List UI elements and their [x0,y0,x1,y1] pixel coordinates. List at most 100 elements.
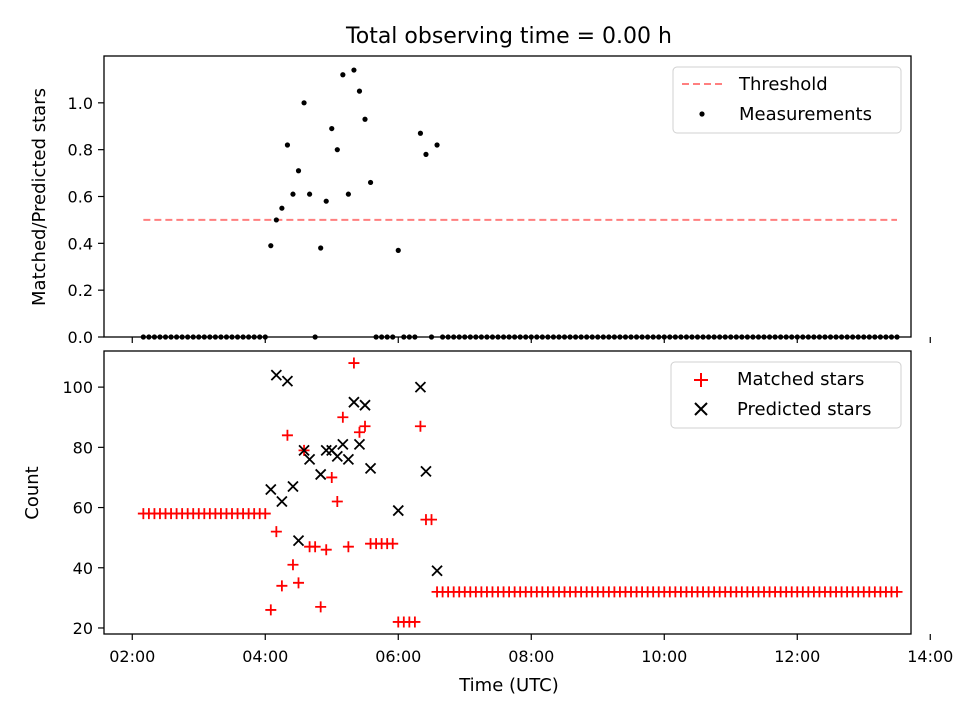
matched-star-point [265,604,277,616]
measurement-point [334,147,340,153]
matched-star-point [342,541,354,553]
measurement-point [367,179,374,186]
top-plot: 0.0 0.2 0.4 0.6 0.8 1.0 Matched/Predicted sta… [29,55,931,347]
matched-star-point [891,586,903,598]
matched-star-point [309,541,321,553]
matched-star-point [281,429,293,441]
x-tick-label: 14:00 [907,647,953,666]
predicted-star-point [431,565,443,577]
top-legend-box [672,66,902,134]
measurement-point [306,191,313,197]
bottom-y-tick-label: 40 [73,559,93,578]
predicted-star-point [359,399,371,411]
predicted-star-point [392,504,404,517]
top-y-tick-label: 0.0 [68,328,93,347]
predicted-star-point [276,495,288,508]
x-tick-label: 12:00 [774,647,820,666]
bottom-plot-frame [103,350,912,635]
predicted-star-point [364,462,377,475]
matched-star-point [320,544,332,556]
measurement-point [273,217,279,223]
measurement-point [284,142,291,148]
matched-star-point [409,616,421,628]
matched-star-point [348,357,360,369]
x-tick-label: 10:00 [641,647,687,666]
bottom-y-tick-label: 60 [73,499,93,518]
legend-predicted-swatch [694,402,708,416]
x-tick-label: 06:00 [375,647,421,666]
legend-predicted-label: Predicted stars [737,399,871,420]
matched-star-point [287,559,299,571]
matched-star-point [426,514,438,526]
matched-star-point [315,601,327,613]
top-y-tick-label: 0.6 [68,188,93,207]
top-legend: Threshold Measurements [672,66,902,134]
top-y-axis-label: Matched/Predicted stars [29,88,50,306]
predicted-star-point [337,438,349,450]
matched-star-point [276,580,288,592]
predicted-star-point [414,381,427,393]
predicted-star-point [420,465,432,478]
predicted-star-point [303,453,316,466]
measurement-point [290,191,296,197]
measurement-point [268,243,274,249]
top-y-tick-label: 0.2 [68,281,93,300]
measurement-point [345,191,351,197]
x-tick-label: 02:00 [109,647,155,666]
predicted-star-point [298,444,310,456]
measurement-point [434,142,440,148]
measurement-point [356,88,363,94]
measurement-point [395,247,401,253]
predicted-star-point [331,450,343,463]
chart-title: Total observing time = 0.00 h [345,24,672,49]
top-y-tick-label: 0.8 [68,141,93,160]
matched-star-point [326,471,338,483]
legend-measurements-label: Measurements [739,104,872,125]
measurement-point [423,151,429,157]
matched-star-point [414,420,426,432]
legend-measurements-swatch [699,111,705,117]
predicted-star-point [265,483,277,496]
measurement-point [279,205,285,211]
matched-star-point [387,538,399,550]
bottom-y-tick-label: 20 [73,619,93,638]
measurement-point [329,125,335,132]
predicted-star-point [287,480,299,493]
x-tick-label: 04:00 [242,647,288,666]
x-axis-label: Time (UTC) [458,675,559,696]
measurement-point [351,67,357,73]
measurement-point [301,100,307,106]
predicted-star-point [270,369,282,381]
top-y-tick-label: 1.0 [68,94,93,113]
measurement-point [417,130,424,136]
predicted-star-point [281,375,294,387]
measurement-point [295,168,302,174]
matched-star-point [337,411,349,423]
legend-matched-swatch [694,373,708,387]
matched-star-point [359,420,371,432]
predicted-star-point [342,453,355,466]
bottom-y-tick-label: 80 [73,438,93,457]
matched-star-point [353,426,365,438]
x-tick-label: 08:00 [508,647,554,666]
legend-matched-label: Matched stars [737,369,864,390]
bottom-y-axis-label: Count [22,466,43,519]
predicted-star-point [292,535,305,547]
matched-star-point [270,526,282,538]
bottom-y-tick-label: 100 [62,378,93,397]
top-y-tick-label: 0.4 [68,234,93,253]
matched-star-point [293,577,305,589]
bottom-plot: 20 40 60 80 100 02:00 04:00 06:00 08:00 10:00 12:0… [22,350,953,696]
measurement-point [340,72,346,78]
predicted-star-point [315,468,327,481]
predicted-star-point [353,438,366,450]
matched-star-point [331,496,343,508]
predicted-star-point [348,396,360,408]
measurement-point [362,116,368,122]
measurement-point [318,245,324,251]
bottom-legend: Matched stars Predicted stars [670,361,902,429]
legend-threshold-label: Threshold [738,74,828,95]
measurement-point [323,198,329,204]
matched-star-point [259,508,271,520]
